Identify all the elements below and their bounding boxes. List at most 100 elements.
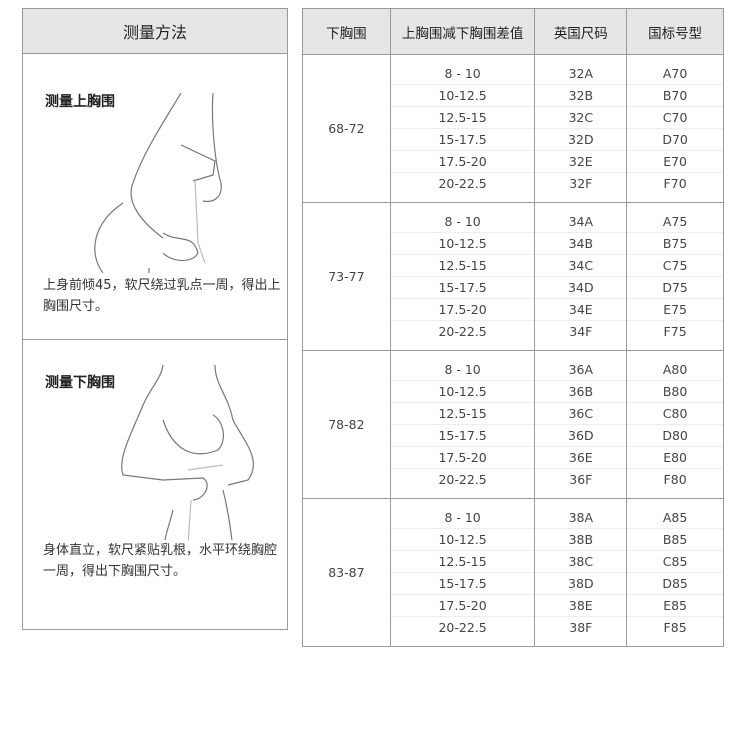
cn-value: A75 <box>627 211 723 233</box>
uk-value: 38F <box>569 620 593 635</box>
uk-value: 36F <box>569 472 593 487</box>
uk-value: 36E <box>535 447 627 469</box>
cn-column-cell: A70 B70 C70 D70 E70 F70 <box>626 54 724 203</box>
upper-bust-illustration <box>94 92 222 273</box>
cn-value: C85 <box>627 551 723 573</box>
diff-value: 10-12.5 <box>390 381 535 403</box>
diff-value: 20-22.5 <box>438 472 487 487</box>
column-header: 国标号型 <box>626 8 724 55</box>
cn-value: E70 <box>627 151 723 173</box>
diff-value: 12.5-15 <box>390 551 535 573</box>
diff-value: 8 - 10 <box>390 507 535 529</box>
cn-value: B85 <box>627 529 723 551</box>
cn-column-cell: A85 B85 C85 D85 E85 F85 <box>626 498 724 647</box>
diff-value: 10-12.5 <box>390 233 535 255</box>
cn-value: C80 <box>627 403 723 425</box>
cn-column-cell: A80 B80 C80 D80 E80 F80 <box>626 350 724 499</box>
uk-column-cell: 34A 34B 34C 34D 34E 34F <box>534 202 628 351</box>
table-row-group: 78-82 8 - 10 10-12.5 12.5-15 15-17.5 17.5-20 2… <box>302 350 724 499</box>
under-bust-value: 83-87 <box>302 498 391 647</box>
diff-value: 8 - 10 <box>390 63 535 85</box>
cn-value: B70 <box>627 85 723 107</box>
uk-value: 38C <box>535 551 627 573</box>
diff-value: 17.5-20 <box>390 299 535 321</box>
cn-value: A80 <box>627 359 723 381</box>
uk-value: 34B <box>535 233 627 255</box>
column-header: 英国尺码 <box>534 8 628 55</box>
under-bust-description: 身体直立，软尺紧贴乳根，水平环绕胸腔一周，得出下胸围尺寸。 <box>43 543 278 579</box>
cn-value: B80 <box>627 381 723 403</box>
uk-value: 36B <box>535 381 627 403</box>
cn-value: C75 <box>627 255 723 277</box>
cn-value: F75 <box>663 324 687 339</box>
cn-value: E85 <box>627 595 723 617</box>
table-row-group: 83-87 8 - 10 10-12.5 12.5-15 15-17.5 17.5-20 2… <box>302 498 724 647</box>
cn-value: D75 <box>627 277 723 299</box>
table-header-row: 下胸围 上胸围减下胸围差值 英国尺码 国标号型 <box>302 8 724 55</box>
diff-value: 10-12.5 <box>390 529 535 551</box>
cn-column-cell: A75 B75 C75 D75 E75 F75 <box>626 202 724 351</box>
under-bust-value: 78-82 <box>302 350 391 499</box>
cn-value: F80 <box>663 472 687 487</box>
cn-value: F70 <box>663 176 687 191</box>
table-row-group: 68-72 8 - 10 10-12.5 12.5-15 15-17.5 17.5-20 2… <box>302 54 724 203</box>
diff-column-cell: 8 - 10 10-12.5 12.5-15 15-17.5 17.5-20 20-22.… <box>389 202 536 351</box>
under-bust-illustration <box>121 364 254 540</box>
uk-value: 34A <box>535 211 627 233</box>
diff-value: 20-22.5 <box>438 620 487 635</box>
uk-value: 32B <box>535 85 627 107</box>
diff-value: 15-17.5 <box>390 277 535 299</box>
uk-column-cell: 32A 32B 32C 32D 32E 32F <box>534 54 628 203</box>
diff-column-cell: 8 - 10 10-12.5 12.5-15 15-17.5 17.5-20 20-22.… <box>389 498 536 647</box>
diff-value: 12.5-15 <box>390 403 535 425</box>
cn-value: B75 <box>627 233 723 255</box>
cn-value: D85 <box>627 573 723 595</box>
measurement-method-panel: 测量方法 测量上胸围 上身前倾45，软尺绕过乳点一周，得出上胸围尺寸。 测量下胸… <box>22 8 288 630</box>
cn-value: E80 <box>627 447 723 469</box>
uk-value: 38A <box>535 507 627 529</box>
uk-value: 32D <box>535 129 627 151</box>
uk-value: 32C <box>535 107 627 129</box>
diff-value: 17.5-20 <box>390 151 535 173</box>
uk-column-cell: 36A 36B 36C 36D 36E 36F <box>534 350 628 499</box>
diff-value: 20-22.5 <box>438 176 487 191</box>
uk-value: 36D <box>535 425 627 447</box>
diff-value: 8 - 10 <box>390 359 535 381</box>
diff-value: 17.5-20 <box>390 447 535 469</box>
size-table: 下胸围 上胸围减下胸围差值 英国尺码 国标号型 68-72 8 - 10 10-12.5 1… <box>302 8 724 647</box>
uk-value: 32A <box>535 63 627 85</box>
under-bust-value: 68-72 <box>302 54 391 203</box>
cn-value: F85 <box>663 620 687 635</box>
column-header: 下胸围 <box>302 8 391 55</box>
cn-value: A70 <box>627 63 723 85</box>
upper-bust-title: 测量上胸围 <box>45 94 115 110</box>
diff-value: 15-17.5 <box>390 425 535 447</box>
under-bust-section: 测量下胸围 身体直立，软尺紧贴乳根，水平环绕胸腔一周，得出下胸围尺寸。 <box>23 340 287 630</box>
uk-value: 38D <box>535 573 627 595</box>
diff-value: 12.5-15 <box>390 107 535 129</box>
diff-column-cell: 8 - 10 10-12.5 12.5-15 15-17.5 17.5-20 20-22.… <box>389 54 536 203</box>
diff-column-cell: 8 - 10 10-12.5 12.5-15 15-17.5 17.5-20 20-22.… <box>389 350 536 499</box>
upper-bust-description: 上身前倾45，软尺绕过乳点一周，得出上胸围尺寸。 <box>43 278 281 314</box>
diff-value: 17.5-20 <box>390 595 535 617</box>
uk-value: 34C <box>535 255 627 277</box>
uk-value: 32E <box>535 151 627 173</box>
uk-value: 36A <box>535 359 627 381</box>
under-bust-value: 73-77 <box>302 202 391 351</box>
diff-value: 20-22.5 <box>438 324 487 339</box>
uk-value: 36C <box>535 403 627 425</box>
uk-column-cell: 38A 38B 38C 38D 38E 38F <box>534 498 628 647</box>
diff-value: 8 - 10 <box>390 211 535 233</box>
uk-value: 34E <box>535 299 627 321</box>
diff-value: 15-17.5 <box>390 129 535 151</box>
uk-value: 34F <box>569 324 593 339</box>
cn-value: D70 <box>627 129 723 151</box>
uk-value: 38B <box>535 529 627 551</box>
cn-value: C70 <box>627 107 723 129</box>
upper-bust-section: 测量上胸围 上身前倾45，软尺绕过乳点一周，得出上胸围尺寸。 <box>23 53 287 340</box>
diff-value: 10-12.5 <box>390 85 535 107</box>
under-bust-title: 测量下胸围 <box>45 375 115 391</box>
diff-value: 15-17.5 <box>390 573 535 595</box>
uk-value: 34D <box>535 277 627 299</box>
panel-header: 测量方法 <box>23 9 287 54</box>
